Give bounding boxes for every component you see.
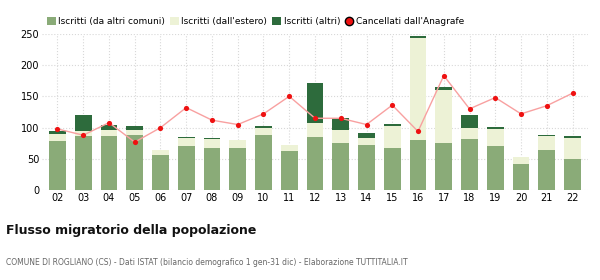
Bar xyxy=(127,135,143,190)
Point xyxy=(233,122,242,127)
Bar xyxy=(307,83,323,123)
Point xyxy=(53,127,62,131)
Point xyxy=(439,73,449,78)
Bar xyxy=(564,159,581,190)
Point xyxy=(568,91,577,95)
Point xyxy=(336,116,346,120)
Point xyxy=(542,104,551,108)
Bar xyxy=(255,135,272,190)
Text: Flusso migratorio della popolazione: Flusso migratorio della popolazione xyxy=(6,224,256,237)
Bar xyxy=(487,129,503,146)
Point xyxy=(155,125,165,130)
Bar xyxy=(281,144,298,151)
Bar xyxy=(152,150,169,155)
Point xyxy=(130,140,140,144)
Bar xyxy=(101,125,118,130)
Bar xyxy=(332,143,349,190)
Bar xyxy=(436,90,452,143)
Bar xyxy=(229,148,246,190)
Bar xyxy=(307,123,323,137)
Point xyxy=(388,103,397,107)
Bar xyxy=(332,118,349,130)
Point xyxy=(79,133,88,137)
Bar xyxy=(487,146,503,190)
Point xyxy=(413,129,423,134)
Bar xyxy=(307,137,323,190)
Bar xyxy=(178,138,194,146)
Text: COMUNE DI ROGLIANO (CS) - Dati ISTAT (bilancio demografico 1 gen-31 dic) - Elabo: COMUNE DI ROGLIANO (CS) - Dati ISTAT (bi… xyxy=(6,258,407,267)
Point xyxy=(259,112,268,116)
Bar xyxy=(487,127,503,129)
Point xyxy=(104,120,114,125)
Bar xyxy=(461,115,478,128)
Point xyxy=(516,112,526,116)
Bar xyxy=(358,145,375,190)
Bar xyxy=(49,134,66,141)
Bar xyxy=(538,135,555,136)
Bar xyxy=(75,115,92,131)
Bar xyxy=(255,128,272,135)
Bar xyxy=(538,150,555,190)
Bar xyxy=(203,148,220,190)
Bar xyxy=(203,138,220,139)
Bar xyxy=(255,127,272,128)
Point xyxy=(465,107,475,111)
Point xyxy=(490,95,500,100)
Bar xyxy=(512,164,529,190)
Bar xyxy=(436,87,452,90)
Bar xyxy=(358,138,375,145)
Point xyxy=(310,116,320,120)
Bar xyxy=(203,139,220,148)
Bar xyxy=(436,143,452,190)
Point xyxy=(181,105,191,110)
Point xyxy=(362,122,371,127)
Bar xyxy=(410,38,427,140)
Point xyxy=(207,118,217,122)
Bar xyxy=(564,138,581,159)
Bar xyxy=(332,130,349,143)
Bar xyxy=(384,124,401,126)
Bar xyxy=(75,131,92,136)
Bar xyxy=(229,140,246,148)
Bar xyxy=(101,130,118,136)
Bar xyxy=(49,141,66,190)
Bar xyxy=(461,128,478,139)
Bar xyxy=(178,146,194,190)
Legend: Iscritti (da altri comuni), Iscritti (dall'estero), Iscritti (altri), Cancellati: Iscritti (da altri comuni), Iscritti (da… xyxy=(47,17,464,26)
Bar xyxy=(127,130,143,135)
Bar xyxy=(384,126,401,148)
Bar xyxy=(384,148,401,190)
Bar xyxy=(538,136,555,150)
Bar xyxy=(75,136,92,190)
Bar xyxy=(410,36,427,38)
Bar xyxy=(101,136,118,190)
Bar xyxy=(127,126,143,130)
Bar xyxy=(461,139,478,190)
Bar xyxy=(152,155,169,190)
Bar xyxy=(564,136,581,138)
Bar xyxy=(358,133,375,138)
Bar xyxy=(410,140,427,190)
Bar xyxy=(49,131,66,134)
Bar xyxy=(281,151,298,190)
Point xyxy=(284,94,294,99)
Bar xyxy=(178,137,194,138)
Bar xyxy=(512,157,529,164)
